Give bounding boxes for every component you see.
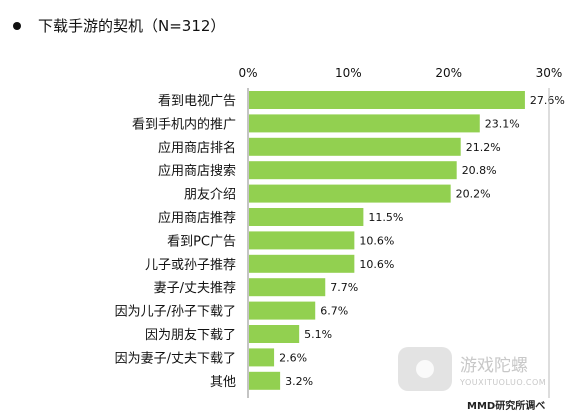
- x-tick-labels: 0% 10% 20% 30%: [238, 66, 562, 80]
- value-label: 21.2%: [466, 141, 501, 154]
- bar: [249, 325, 300, 343]
- bar: [249, 91, 525, 109]
- category-label: 其他: [210, 375, 236, 390]
- category-label: 应用商店推荐: [158, 210, 236, 226]
- bar: [249, 231, 355, 250]
- x-tick-label: 0%: [238, 66, 257, 80]
- bar: [249, 371, 281, 390]
- category-label: 看到PC广告: [167, 233, 236, 249]
- bar: [249, 348, 275, 367]
- value-labels: 27.6% 23.1% 21.2% 20.8% 20.2% 11.5% 10.6% 10.6%…: [279, 94, 565, 388]
- watermark-url: YOUXITUOLUO.COM: [459, 378, 546, 387]
- value-label: 5.1%: [304, 328, 332, 341]
- source-label: MMD研究所调べ: [467, 399, 545, 412]
- category-label: 妻子/丈夫推荐: [154, 281, 236, 296]
- x-tick-label: 30%: [536, 66, 563, 80]
- bar: [249, 184, 451, 203]
- category-label: 应用商店搜索: [158, 163, 236, 179]
- category-label: 因为朋友下载了: [145, 327, 236, 343]
- category-label: 看到手机内的推广: [132, 116, 236, 132]
- value-label: 20.8%: [462, 164, 497, 177]
- bar: [249, 161, 457, 180]
- watermark: 游戏陀螺 YOUXITUOLUO.COM: [398, 347, 546, 391]
- bar: [249, 278, 326, 297]
- value-label: 7.7%: [330, 281, 358, 294]
- category-label: 儿子或孙子推荐: [145, 258, 236, 273]
- bar: [249, 208, 364, 226]
- value-label: 11.5%: [368, 211, 403, 224]
- value-label: 27.6%: [530, 94, 565, 107]
- category-label: 朋友介绍: [184, 187, 236, 203]
- bar: [249, 301, 316, 320]
- value-label: 10.6%: [359, 258, 394, 271]
- value-label: 3.2%: [285, 375, 313, 388]
- value-label: 2.6%: [279, 351, 307, 364]
- watermark-logo-dot-icon: [416, 360, 434, 378]
- category-label: 因为妻子/丈夫下载了: [115, 351, 236, 366]
- value-label: 6.7%: [320, 305, 348, 318]
- x-tick-label: 10%: [335, 66, 362, 80]
- category-label: 看到电视广告: [158, 93, 236, 109]
- bar: [249, 137, 461, 156]
- category-label: 应用商店排名: [158, 140, 236, 156]
- watermark-name: 游戏陀螺: [460, 356, 528, 376]
- value-label: 23.1%: [485, 117, 520, 130]
- title-bullet: [13, 22, 21, 30]
- bar: [249, 114, 480, 133]
- bar: [249, 254, 355, 273]
- chart-title: 下载手游的契机（N=312）: [38, 17, 225, 35]
- bars: [249, 91, 525, 390]
- category-label: 因为儿子/孙子下载了: [115, 305, 236, 320]
- value-label: 10.6%: [359, 234, 394, 247]
- category-labels: 看到电视广告看到手机内的推广应用商店排名应用商店搜索朋友介绍应用商店推荐看到PC…: [115, 93, 236, 390]
- x-tick-label: 20%: [435, 66, 462, 80]
- value-label: 20.2%: [456, 188, 491, 201]
